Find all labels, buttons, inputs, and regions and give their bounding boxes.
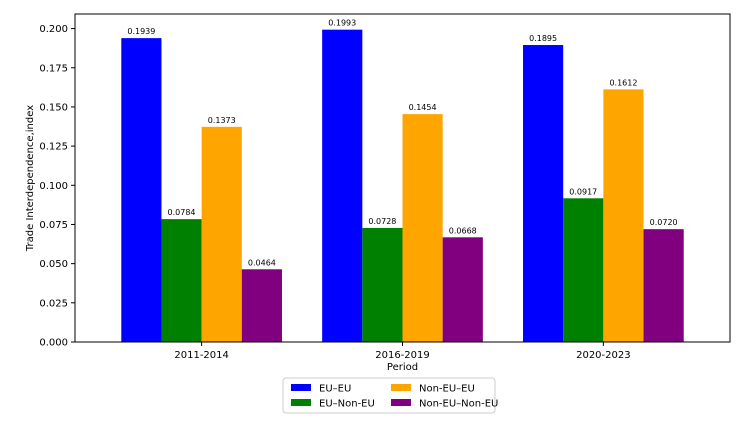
- bars-layer: [121, 29, 684, 343]
- bar-non-eu-non-eu-2016-2019: [442, 237, 483, 342]
- bar-eu-non-eu-2016-2019: [362, 227, 403, 342]
- legend-swatch-eu-non-eu: [291, 399, 311, 406]
- legend-swatch-eu-eu: [291, 384, 311, 391]
- bar-eu-eu-2020-2023: [523, 45, 564, 342]
- y-tick-label: 0.125: [39, 142, 68, 153]
- data-label-non-eu-non-eu-2020-2023: 0.0720: [650, 218, 678, 227]
- bar-eu-non-eu-2020-2023: [563, 198, 604, 342]
- data-label-non-eu-eu-2020-2023: 0.1612: [609, 78, 637, 87]
- y-tick-label: 0.150: [39, 102, 68, 113]
- data-label-non-eu-non-eu-2011-2014: 0.0464: [248, 258, 276, 267]
- legend-label-eu-non-eu: EU–Non-EU: [319, 399, 375, 410]
- x-tick-label: 2016-2019: [375, 350, 430, 361]
- data-label-non-eu-eu-2016-2019: 0.1454: [409, 103, 437, 112]
- bar-non-eu-eu-2011-2014: [201, 126, 242, 342]
- y-axis: 0.000 0.025 0.050 0.075 0.100 0.125 0.150 0.175…: [39, 24, 75, 349]
- data-labels-layer: 0.1939 0.0784 0.1373 0.0464 0.1993 0.0728 0.14…: [127, 19, 677, 268]
- legend-label-non-eu-non-eu: Non-EU–Non-EU: [419, 399, 498, 410]
- y-tick-label: 0.175: [39, 63, 68, 74]
- bar-non-eu-non-eu-2020-2023: [643, 229, 684, 342]
- y-tick-label: 0.200: [39, 24, 68, 35]
- y-tick-label: 0.050: [39, 259, 68, 270]
- data-label-eu-eu-2016-2019: 0.1993: [328, 19, 356, 28]
- y-tick-label: 0.025: [39, 298, 68, 309]
- bar-eu-non-eu-2011-2014: [161, 219, 202, 342]
- data-label-non-eu-non-eu-2016-2019: 0.0668: [449, 226, 477, 235]
- data-label-eu-non-eu-2011-2014: 0.0784: [168, 208, 196, 217]
- x-tick-label: 2020-2023: [576, 350, 631, 361]
- bar-non-eu-eu-2016-2019: [402, 114, 443, 342]
- data-label-eu-non-eu-2016-2019: 0.0728: [368, 217, 396, 226]
- y-tick-label: 0.100: [39, 181, 68, 192]
- bar-eu-eu-2016-2019: [322, 29, 363, 342]
- y-tick-label: 0.075: [39, 220, 68, 231]
- data-label-non-eu-eu-2011-2014: 0.1373: [208, 116, 236, 125]
- legend-swatch-non-eu-eu: [391, 384, 411, 391]
- legend-swatch-non-eu-non-eu: [391, 399, 411, 406]
- legend-label-eu-eu: EU–EU: [319, 384, 351, 395]
- legend-box: [282, 377, 496, 414]
- data-label-eu-non-eu-2020-2023: 0.0917: [569, 187, 597, 196]
- bar-non-eu-non-eu-2011-2014: [241, 269, 282, 342]
- x-axis: 2011-2014 2016-2019 2020-2023: [174, 342, 631, 361]
- legend: EU–EU EU–Non-EU Non-EU–EU Non-EU–Non-EU: [282, 377, 498, 414]
- y-axis-label: Trade Interdependence,index: [25, 105, 36, 252]
- data-label-eu-eu-2020-2023: 0.1895: [529, 34, 557, 43]
- x-axis-label: Period: [387, 362, 418, 373]
- y-tick-label: 0.000: [39, 338, 68, 349]
- bar-eu-eu-2011-2014: [121, 38, 162, 342]
- data-label-eu-eu-2011-2014: 0.1939: [127, 27, 155, 36]
- x-tick-label: 2011-2014: [174, 350, 229, 361]
- legend-label-non-eu-eu: Non-EU–EU: [419, 384, 475, 395]
- bar-non-eu-eu-2020-2023: [603, 89, 644, 343]
